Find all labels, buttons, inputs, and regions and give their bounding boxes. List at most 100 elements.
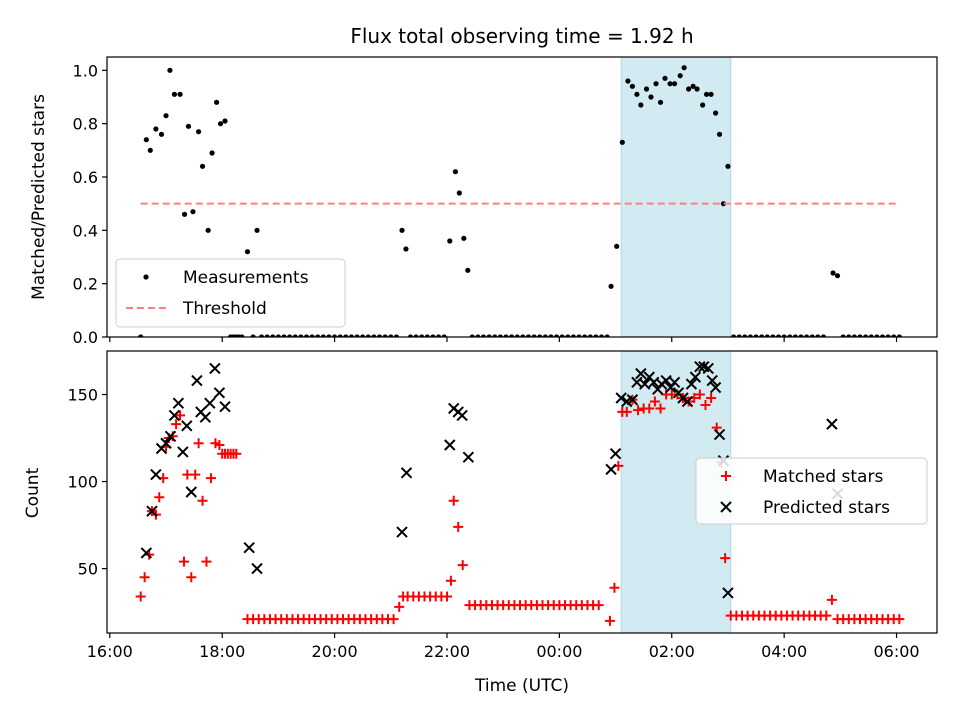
- top-legend-measurements-label: Measurements: [183, 268, 309, 288]
- top-series-measurements-point: [509, 334, 515, 337]
- bottom-series-predicted-stars-point: [168, 409, 181, 422]
- bottom-series-predicted-stars-point: [635, 367, 647, 380]
- top-series-measurements-point: [681, 65, 687, 71]
- bottom-series-predicted-stars-point: [681, 395, 694, 408]
- bottom-series-matched-stars-point: [214, 440, 225, 450]
- bottom-series-matched-stars-point: [190, 469, 201, 480]
- top-series-measurements-point: [348, 334, 355, 337]
- top-series-measurements-point: [303, 334, 310, 337]
- bottom-series-predicted-stars-point: [146, 505, 158, 517]
- top-series-measurements-point: [712, 110, 719, 116]
- bottom-series-predicted-stars-point: [213, 387, 226, 399]
- bottom-series-predicted-stars-point: [609, 447, 622, 460]
- bottom-series-matched-stars-point: [621, 406, 632, 417]
- bottom-series-predicted-stars-point: [191, 374, 203, 387]
- top-series-measurements-point: [548, 334, 554, 337]
- bottom-series-matched-stars-point: [609, 582, 620, 593]
- top-series-measurements-point: [570, 334, 577, 337]
- bottom-series-predicted-stars-point: [396, 526, 408, 538]
- top-series-measurements-point: [608, 283, 614, 289]
- bottom-x-tick-label: 04:00: [761, 642, 807, 661]
- top-series-measurements-point: [153, 126, 159, 132]
- top-series-measurements-point: [298, 334, 304, 337]
- top-series-measurements-point: [475, 334, 481, 337]
- top-series-measurements-point: [694, 86, 700, 92]
- top-series-measurements-point: [514, 334, 520, 337]
- top-series-measurements-point: [461, 235, 467, 241]
- top-series-measurements-point: [720, 201, 727, 207]
- top-series-measurements-point: [874, 334, 880, 337]
- bottom-series-matched-stars-point: [154, 492, 165, 503]
- top-series-measurements-point: [587, 334, 593, 337]
- bottom-series-predicted-stars-point: [626, 394, 639, 406]
- top-series-measurements-point: [730, 334, 737, 337]
- top-series-measurements-point: [787, 334, 793, 337]
- top-series-measurements-point: [775, 334, 782, 337]
- top-series-measurements-point: [158, 131, 165, 137]
- top-series-measurements-point: [716, 131, 723, 137]
- top-series-measurements-point: [382, 334, 388, 337]
- top-series-measurements-point: [275, 334, 281, 337]
- top-series-measurements-point: [143, 137, 149, 143]
- bottom-series-matched-stars-point: [821, 610, 832, 621]
- top-series-measurements-point: [629, 83, 636, 89]
- top-series-measurements-point: [354, 334, 360, 337]
- top-series-measurements-point: [525, 334, 532, 337]
- bottom-series-predicted-stars-point: [209, 362, 221, 375]
- top-shaded-region: [620, 56, 732, 338]
- bottom-series-matched-stars-point: [171, 419, 182, 430]
- top-series-measurements-point: [736, 334, 742, 337]
- top-series-measurements-point: [270, 334, 276, 337]
- bottom-series-predicted-stars-point: [709, 381, 722, 394]
- top-series-measurements-point: [360, 334, 366, 337]
- bottom-series-matched-stars-point: [201, 556, 212, 567]
- bottom-series-predicted-stars-point: [456, 409, 468, 422]
- top-series-measurements-point: [195, 129, 202, 135]
- top-series-measurements-point: [393, 334, 400, 337]
- bottom-series-predicted-stars-point: [702, 362, 714, 375]
- bottom-series-matched-stars-point: [604, 615, 615, 626]
- chart-title: Flux total observing time = 1.92 h: [350, 24, 693, 48]
- bottom-series-predicted-stars-point: [172, 397, 185, 409]
- top-series-measurements-point: [781, 334, 787, 337]
- bottom-legend-box: [695, 457, 928, 525]
- top-series-measurements-point: [492, 334, 498, 337]
- top-series-measurements-point: [820, 334, 827, 337]
- bottom-series-predicted-stars-point: [160, 437, 172, 449]
- top-series-measurements-point: [792, 334, 798, 337]
- top-axes-frame: [106, 56, 938, 338]
- top-series-measurements-point: [531, 334, 537, 337]
- top-series-measurements-point: [593, 334, 599, 337]
- top-series-measurements-point: [217, 121, 224, 127]
- top-series-measurements-point: [250, 334, 256, 337]
- top-series-measurements-point: [365, 334, 371, 337]
- bottom-series-matched-stars-point: [633, 405, 644, 416]
- top-series-measurements-point: [424, 334, 430, 337]
- top-series-measurements-point: [177, 91, 183, 97]
- top-series-measurements-point: [292, 334, 298, 337]
- top-series-measurements-point: [199, 163, 206, 169]
- top-series-measurements-point: [205, 227, 211, 233]
- bottom-series-matched-stars-point: [178, 556, 189, 567]
- top-series-measurements-point: [447, 238, 453, 244]
- top-series-measurements-point: [331, 334, 338, 337]
- top-series-measurements-point: [896, 334, 902, 337]
- top-series-measurements-point: [582, 334, 588, 337]
- bottom-x-tick-label: 16:00: [87, 642, 133, 661]
- top-series-measurements-point: [747, 334, 754, 337]
- bottom-series-predicted-stars-point: [150, 468, 162, 481]
- bottom-x-tick-label: 00:00: [536, 642, 582, 661]
- top-series-measurements-point: [486, 334, 492, 337]
- bottom-series-predicted-stars-point: [713, 428, 726, 441]
- bottom-series-predicted-stars-point: [685, 378, 698, 390]
- top-series-measurements-point: [857, 334, 863, 337]
- top-series-measurements-point: [638, 102, 644, 108]
- bottom-series-matched-stars-point: [205, 473, 216, 484]
- bottom-series-predicted-stars-point: [826, 418, 838, 430]
- top-series-measurements-point: [376, 334, 383, 337]
- bottom-series-matched-stars-point: [175, 410, 186, 421]
- bottom-series-predicted-stars-point: [199, 411, 212, 423]
- top-series-measurements-point: [190, 209, 196, 215]
- top-series-measurements-point: [258, 334, 265, 337]
- top-legend: Measurements Threshold: [115, 258, 346, 328]
